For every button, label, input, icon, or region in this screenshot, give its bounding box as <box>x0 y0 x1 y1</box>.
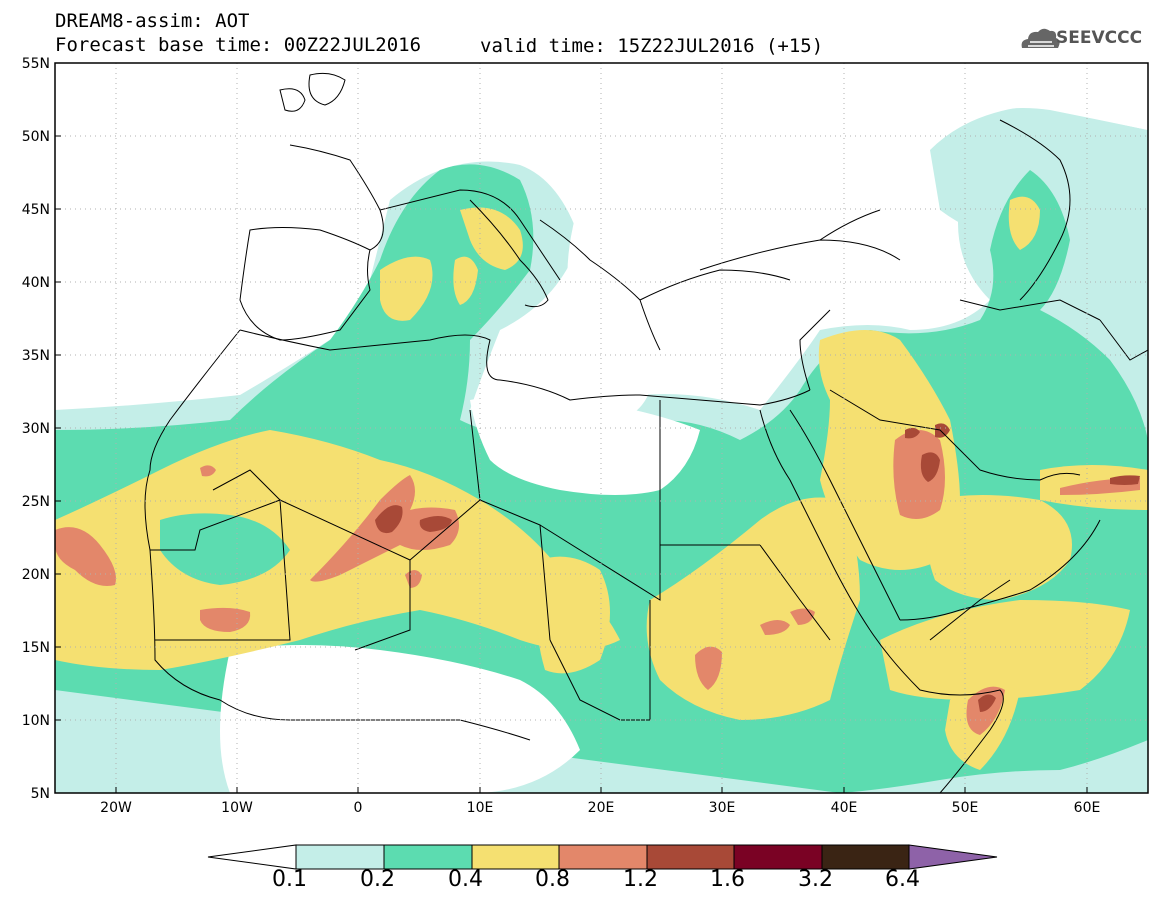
colorbar-label: 3.2 <box>798 867 833 892</box>
lon-label: 30E <box>709 800 736 816</box>
colorbar-bin <box>383 844 473 870</box>
lat-label: 15N <box>22 640 50 656</box>
lat-label: 5N <box>31 786 50 802</box>
lon-label: 20W <box>100 800 132 816</box>
lat-label: 50N <box>22 129 50 145</box>
colorbar-label: 0.8 <box>535 867 570 892</box>
map-title: DREAM8-assim: AOT <box>55 10 250 32</box>
lon-label: 10E <box>467 800 494 816</box>
lat-label: 25N <box>22 494 50 510</box>
lon-label: 0 <box>354 800 363 816</box>
lat-label: 10N <box>22 713 50 729</box>
colorbar-label: 0.2 <box>360 867 395 892</box>
aot-level-1.2 <box>375 423 1140 712</box>
colorbar-bin <box>733 844 823 870</box>
colorbar-high-arrow <box>908 844 998 870</box>
lat-label: 45N <box>22 202 50 218</box>
colorbar-label: 0.1 <box>272 867 307 892</box>
lon-label: 60E <box>1074 800 1101 816</box>
colorbar-bin <box>471 844 560 870</box>
lat-label: 30N <box>22 421 50 437</box>
colorbar-bin <box>821 844 910 870</box>
colorbar-bin <box>558 844 648 870</box>
colorbar-low-arrow <box>207 844 297 870</box>
gridlines <box>55 63 1148 793</box>
coastlines <box>144 72 1148 793</box>
aot-clear-region <box>55 63 1148 793</box>
colorbar-label: 1.2 <box>623 867 658 892</box>
aot-level-0.4 <box>55 196 1148 770</box>
seevccc-logo-text: SEEVCCC <box>1056 28 1143 48</box>
lat-label: 35N <box>22 348 50 364</box>
lat-label: 20N <box>22 567 50 583</box>
cloud-logo-icon <box>1021 28 1060 48</box>
colorbar <box>207 844 998 870</box>
longitude-labels: 20W 10W 0 10E 20E 30E 40E 50E 60E <box>100 800 1100 816</box>
lon-label: 50E <box>952 800 979 816</box>
colorbar-label: 1.6 <box>710 867 745 892</box>
lon-label: 40E <box>831 800 858 816</box>
valid-time: valid time: 15Z22JUL2016 (+15) <box>480 35 824 57</box>
lat-label: 55N <box>22 56 50 72</box>
lat-label: 40N <box>22 275 50 291</box>
latitude-labels: 5N 10N 15N 20N 25N 30N 35N 40N 45N 50N 5… <box>22 56 50 802</box>
colorbar-bin <box>295 844 385 870</box>
lon-label: 20E <box>588 800 615 816</box>
colorbar-label: 6.4 <box>885 867 920 892</box>
tick-marks <box>55 135 1088 793</box>
colorbar-label: 0.4 <box>448 867 483 892</box>
colorbar-bin <box>646 844 735 870</box>
lon-label: 10W <box>221 800 253 816</box>
forecast-base-time: Forecast base time: 00Z22JUL2016 <box>55 34 422 56</box>
